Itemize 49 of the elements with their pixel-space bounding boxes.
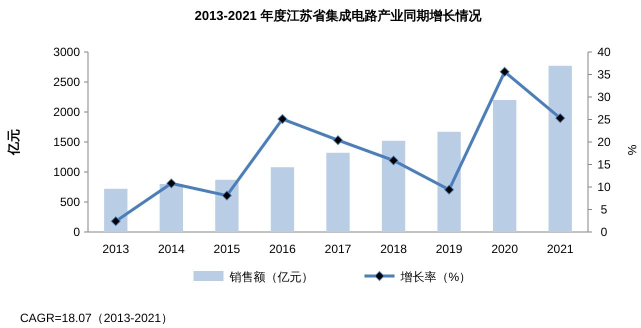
y-tick-label: 2000 bbox=[53, 105, 80, 119]
point bbox=[222, 190, 232, 200]
y-tick-label: 1000 bbox=[53, 165, 80, 179]
bar bbox=[215, 180, 239, 232]
y-tick-label: 1500 bbox=[53, 135, 80, 149]
y-tick-label: 2500 bbox=[53, 75, 80, 89]
x-tick-label: 2016 bbox=[269, 242, 296, 256]
y2-tick-label: 25 bbox=[597, 112, 611, 126]
bar bbox=[493, 100, 516, 232]
x-tick-label: 2017 bbox=[324, 242, 352, 256]
y-axis-title: 亿元 bbox=[6, 129, 21, 156]
bar bbox=[160, 184, 183, 232]
bar bbox=[270, 167, 294, 232]
point bbox=[333, 135, 343, 146]
y2-tick-label: 15 bbox=[597, 158, 611, 172]
y2-tick-label: 0 bbox=[600, 225, 608, 239]
y2-tick-label: 5 bbox=[600, 202, 608, 216]
bar bbox=[437, 132, 461, 232]
y2-tick-label: 20 bbox=[597, 135, 611, 149]
x-tick-label: 2015 bbox=[214, 242, 241, 256]
x-tick-label: 2019 bbox=[436, 242, 463, 256]
y-tick-label: 500 bbox=[60, 195, 80, 209]
chart-title: 2013-2021 年度江苏省集成电路产业同期增长情况 bbox=[194, 8, 482, 23]
x-tick-label: 2013 bbox=[102, 242, 130, 256]
x-tick-label: 2021 bbox=[546, 242, 574, 256]
point bbox=[444, 184, 454, 195]
x-tick-label: 2014 bbox=[158, 242, 186, 256]
bar bbox=[326, 152, 350, 232]
point bbox=[500, 66, 510, 77]
y2-tick-label: 40 bbox=[597, 45, 611, 59]
point bbox=[166, 178, 176, 188]
x-tick-label: 2020 bbox=[491, 242, 518, 256]
y2-axis-title: % bbox=[625, 144, 639, 156]
legend-label: 增长率（%） bbox=[400, 270, 472, 284]
y-tick-label: 0 bbox=[73, 225, 80, 239]
bar bbox=[104, 188, 128, 232]
y2-tick-label: 30 bbox=[597, 90, 611, 104]
bar bbox=[548, 66, 572, 232]
y2-tick-label: 10 bbox=[597, 180, 611, 194]
point bbox=[278, 114, 288, 124]
y2-tick-label: 35 bbox=[597, 68, 611, 82]
bar bbox=[382, 140, 406, 232]
point bbox=[110, 216, 121, 226]
point bbox=[555, 113, 566, 124]
x-tick-label: 2018 bbox=[380, 242, 408, 256]
y-tick-label: 3000 bbox=[53, 45, 80, 59]
legend-label: 销售额（亿元） bbox=[228, 270, 314, 284]
text: CAGR=18.07（2013-2021） bbox=[20, 311, 174, 325]
point bbox=[388, 156, 398, 166]
